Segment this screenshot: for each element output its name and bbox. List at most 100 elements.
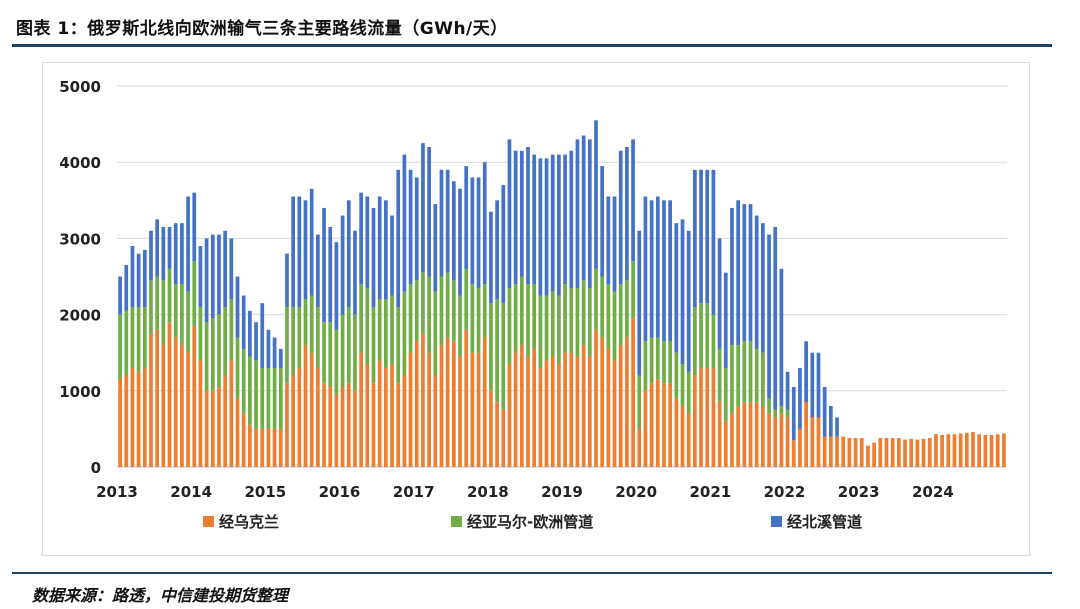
bar-ukraine	[439, 345, 444, 467]
bar-nordstream	[489, 211, 493, 304]
x-tick-label: 2023	[838, 483, 880, 501]
bar-ukraine	[489, 390, 493, 467]
bar-ukraine	[903, 439, 907, 467]
bar-yamal	[637, 375, 642, 429]
bar-ukraine	[934, 434, 938, 467]
bar-nordstream	[785, 371, 790, 410]
bar-ukraine	[359, 352, 363, 467]
bar-yamal	[192, 261, 197, 327]
bar-nordstream	[223, 230, 228, 307]
bar-nordstream	[519, 150, 524, 277]
bar-ukraine	[316, 367, 320, 467]
bar-yamal	[538, 295, 543, 368]
bar-nordstream	[142, 249, 147, 307]
x-tick-label: 2013	[96, 483, 138, 501]
bar-ukraine	[142, 367, 147, 467]
bar-yamal	[649, 337, 654, 384]
bar-yamal	[742, 341, 747, 403]
bar-ukraine	[1002, 433, 1006, 467]
bar-ukraine	[353, 390, 357, 467]
bar-yamal	[167, 268, 172, 323]
bar-nordstream	[192, 192, 197, 262]
bar-nordstream	[495, 200, 499, 300]
bar-nordstream	[136, 253, 141, 307]
bar-nordstream	[118, 276, 122, 315]
bar-nordstream	[742, 204, 747, 342]
bar-yamal	[655, 337, 660, 380]
bar-yamal	[779, 406, 784, 414]
bar-ukraine	[952, 434, 957, 467]
data-source: 数据来源：路透，中信建投期货整理	[32, 586, 289, 605]
bar-ukraine	[297, 367, 302, 467]
bar-yamal	[730, 345, 734, 414]
bar-ukraine	[180, 345, 184, 467]
bar-nordstream	[204, 238, 209, 323]
bar-yamal	[285, 306, 289, 384]
bar-ukraine	[779, 413, 784, 467]
x-tick-label: 2018	[467, 483, 509, 501]
bar-yamal	[550, 291, 555, 357]
bar-nordstream	[149, 230, 153, 281]
bar-yamal	[767, 398, 771, 414]
bar-yamal	[773, 409, 778, 418]
bar-yamal	[693, 306, 697, 376]
bar-yamal	[476, 287, 481, 353]
bar-nordstream	[612, 196, 617, 292]
bar-ukraine	[761, 406, 765, 467]
legend-swatch	[771, 516, 782, 527]
stacked-bar-chart: 0 1000 2000 3000 4000 5000 2013 2014 2015 2016 201…	[59, 78, 1007, 531]
bar-ukraine	[896, 438, 901, 467]
bar-ukraine	[501, 409, 506, 467]
x-tick-label: 2022	[764, 483, 806, 501]
bar-ukraine	[340, 386, 345, 467]
legend-label: 经亚马尔-欧洲管道	[467, 513, 593, 531]
bar-nordstream	[798, 367, 802, 429]
bar-nordstream	[662, 200, 666, 342]
bar-ukraine	[785, 417, 790, 467]
bar-yamal	[155, 276, 160, 330]
bar-ukraine	[445, 337, 450, 467]
bar-ukraine	[371, 383, 376, 467]
bar-yamal	[303, 299, 308, 346]
bar-ukraine	[464, 329, 469, 467]
bar-nordstream	[365, 196, 370, 288]
bar-nordstream	[767, 234, 771, 399]
bar-nordstream	[340, 215, 345, 315]
bar-yamal	[600, 276, 605, 338]
bar-ukraine	[186, 352, 190, 467]
bar-nordstream	[575, 139, 580, 288]
bar-yamal	[705, 303, 710, 368]
bar-nordstream	[371, 207, 376, 307]
bar-yamal	[748, 341, 753, 403]
bar-nordstream	[427, 146, 431, 277]
bar-nordstream	[346, 200, 351, 307]
bar-yamal	[433, 291, 438, 376]
bar-nordstream	[822, 386, 827, 437]
bar-nordstream	[686, 230, 691, 372]
bar-nordstream	[285, 253, 289, 307]
bar-nordstream	[167, 226, 172, 269]
bar-ukraine	[285, 383, 289, 467]
bar-yamal	[223, 306, 228, 376]
bar-ukraine	[507, 364, 512, 467]
bar-yamal	[309, 295, 314, 353]
bar-yamal	[272, 367, 277, 429]
bar-ukraine	[705, 367, 710, 467]
bar-ukraine	[334, 394, 339, 467]
bar-yamal	[736, 345, 740, 407]
bar-ukraine	[155, 329, 160, 467]
bar-nordstream	[260, 303, 265, 368]
bar-yamal	[507, 287, 512, 365]
bar-yamal	[717, 348, 722, 403]
legend-label: 经北溪管道	[787, 513, 862, 531]
bar-yamal	[451, 280, 456, 342]
bar-ukraine	[835, 436, 839, 467]
bar-nordstream	[631, 139, 635, 262]
bar-nordstream	[526, 146, 530, 285]
bar-yamal	[544, 295, 549, 361]
bar-yamal	[340, 314, 345, 387]
bar-ukraine	[272, 428, 277, 467]
bar-yamal	[210, 318, 215, 391]
bar-nordstream	[569, 150, 574, 288]
bar-nordstream	[532, 154, 537, 285]
